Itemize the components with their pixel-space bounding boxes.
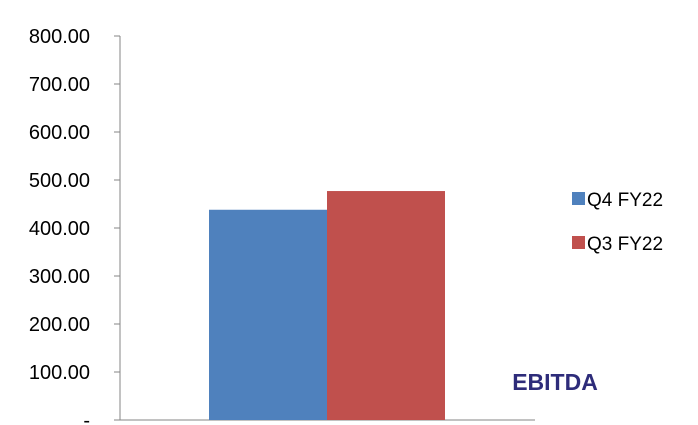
y-tick-label: 700.00 bbox=[29, 74, 90, 96]
y-tick-label: 100.00 bbox=[29, 362, 90, 384]
bar-q4-fy22 bbox=[209, 209, 327, 420]
category-label: EBITDA bbox=[512, 369, 598, 395]
legend-label: Q4 FY22 bbox=[587, 190, 663, 211]
y-tick-label: 200.00 bbox=[29, 314, 90, 336]
y-tick-label: 500.00 bbox=[29, 170, 90, 192]
legend: Q4 FY22 Q3 FY22 bbox=[572, 190, 663, 255]
legend-swatch bbox=[572, 236, 585, 249]
y-tick-labels: - 100.00 200.00 300.00 400.00 500.00 600.00 700… bbox=[29, 26, 90, 425]
y-tick-label: 600.00 bbox=[29, 122, 90, 144]
y-tick-label: 300.00 bbox=[29, 266, 90, 288]
bars-group bbox=[209, 191, 445, 420]
y-tick-label: - bbox=[83, 410, 90, 425]
bar-q3-fy22 bbox=[327, 191, 445, 420]
y-tick-marks bbox=[114, 35, 120, 421]
legend-label: Q3 FY22 bbox=[587, 234, 663, 255]
legend-swatch bbox=[572, 192, 585, 205]
y-tick-label: 400.00 bbox=[29, 218, 90, 240]
y-axis: - 100.00 200.00 300.00 400.00 500.00 600.00 700… bbox=[29, 26, 121, 425]
y-tick-label: 800.00 bbox=[29, 26, 90, 48]
